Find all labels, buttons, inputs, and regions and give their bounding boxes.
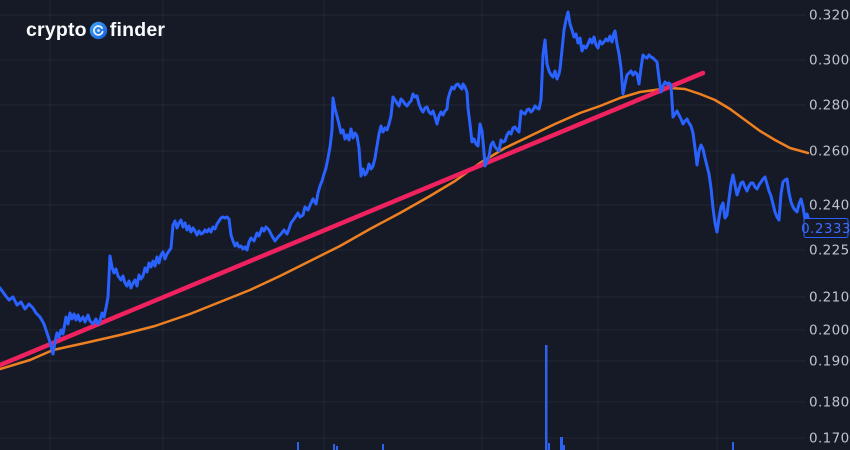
coin-icon (89, 22, 107, 40)
grid-lines (0, 0, 806, 450)
brand-logo: crypto finder (26, 19, 166, 41)
brand-word-finder: finder (109, 19, 166, 41)
trend-line[interactable] (0, 70, 706, 368)
price-tag-text: 0.2333 (801, 221, 850, 237)
ma-line (0, 86, 810, 371)
volume-bars (297, 345, 734, 450)
price-tag-box (803, 218, 849, 238)
brand-word-crypto: crypto (26, 19, 87, 41)
price-tag: 0.2333 (801, 218, 850, 238)
price-line (0, 10, 813, 356)
